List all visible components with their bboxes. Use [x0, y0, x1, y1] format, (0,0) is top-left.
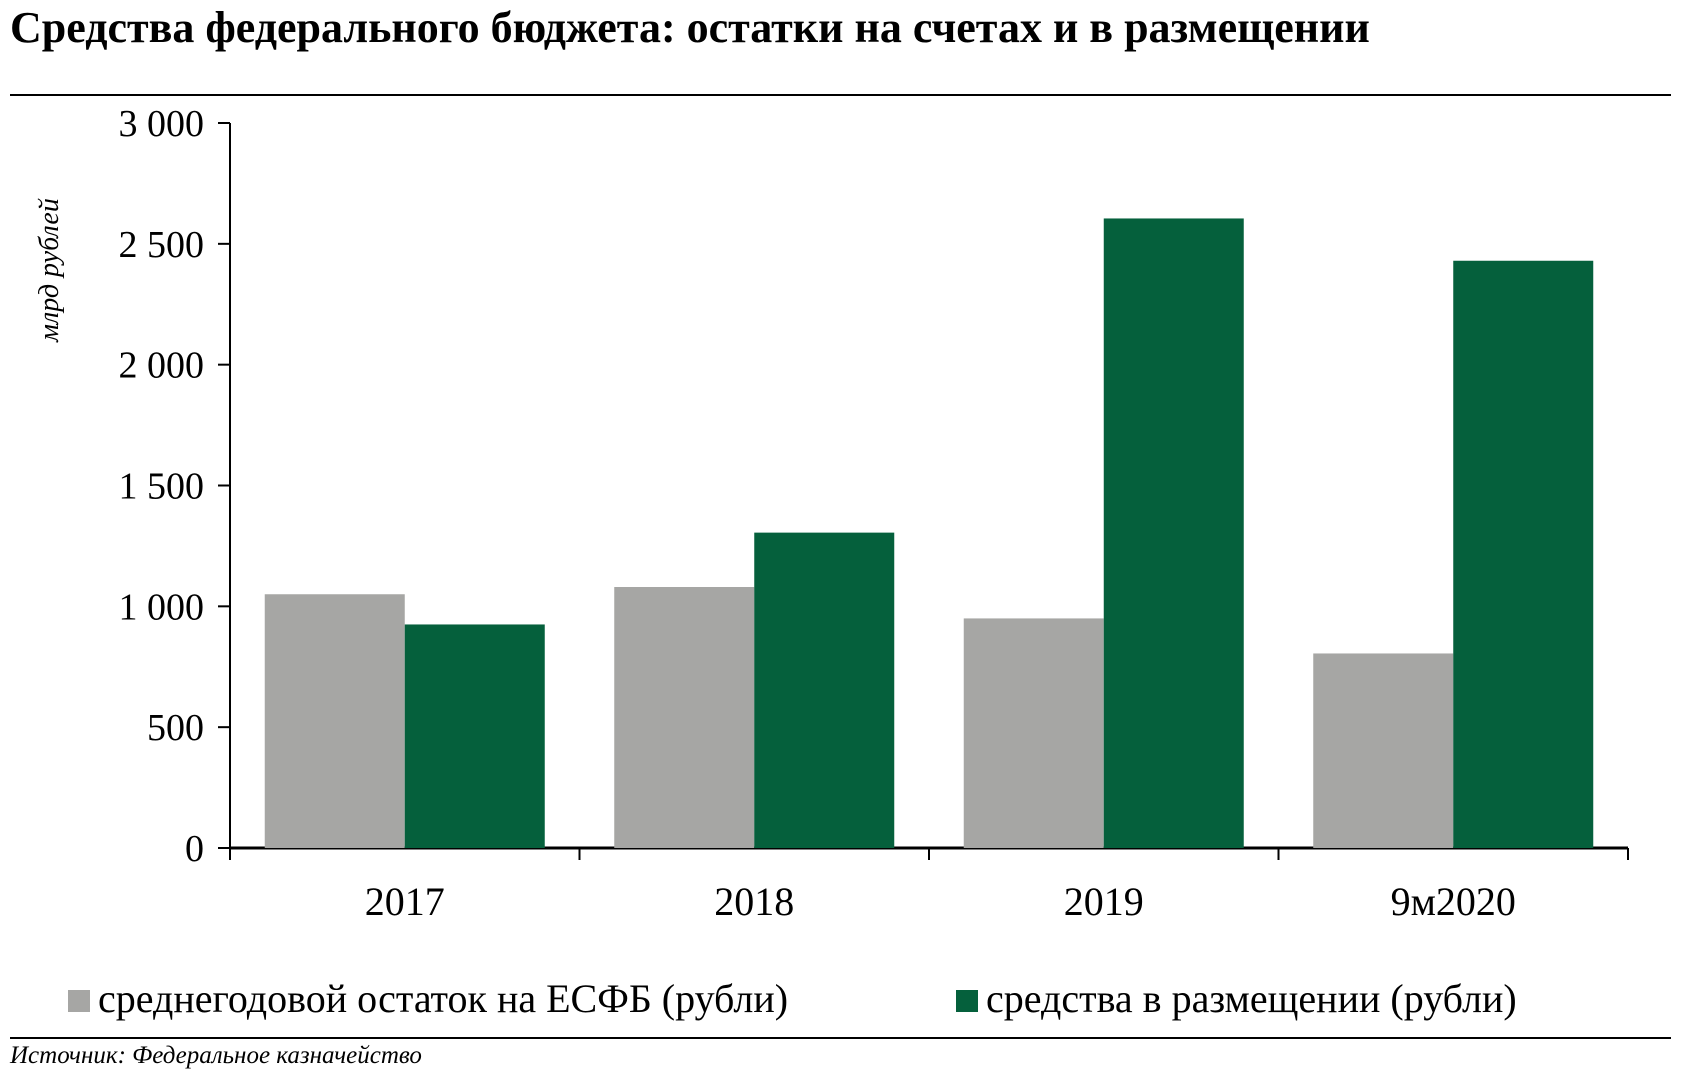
bar-esfb-2018 [614, 587, 755, 848]
x-tick-label: 2019 [1064, 879, 1144, 924]
legend-swatch [68, 990, 90, 1012]
y-tick-label: 2 500 [119, 224, 205, 266]
bar-placement-2018 [754, 532, 895, 848]
bar-esfb-2017 [264, 594, 405, 848]
y-axis-label: млрд рублей [34, 198, 65, 343]
top-rule [10, 94, 1671, 96]
bars [264, 218, 1594, 849]
source-note: Источник: Федеральное казначейство [10, 1042, 422, 1069]
y-tick-label: 3 000 [119, 103, 205, 145]
bar-esfb-9м2020 [1313, 653, 1454, 848]
legend: среднегодовой остаток на ЕСФБ (рубли) сре… [68, 976, 1517, 1021]
x-tick-label: 2017 [365, 879, 445, 924]
bar-placement-2019 [1103, 218, 1244, 849]
chart-title: Средства федерального бюджета: остатки н… [10, 3, 1370, 52]
y-tick-label: 0 [185, 828, 204, 870]
y-tick-label: 500 [147, 707, 204, 749]
x-axis: 2017 2018 2019 9м2020 [229, 846, 1629, 924]
bar-placement-2017 [404, 624, 545, 848]
bar-esfb-2019 [963, 618, 1104, 848]
bar-placement-9м2020 [1453, 260, 1594, 848]
legend-label: среднегодовой остаток на ЕСФБ (рубли) [98, 976, 788, 1021]
y-tick-label: 1 500 [119, 466, 205, 508]
legend-swatch [956, 990, 978, 1012]
x-tick-label: 2018 [714, 879, 794, 924]
x-tick-label: 9м2020 [1391, 879, 1516, 924]
y-tick-label: 2 000 [119, 345, 205, 387]
y-axis: 0 500 1 000 1 500 2 000 2 500 3 000 [119, 103, 231, 870]
y-tick-label: 1 000 [119, 586, 205, 628]
legend-label: средства в размещении (рубли) [986, 976, 1517, 1021]
bottom-rule [10, 1037, 1671, 1039]
